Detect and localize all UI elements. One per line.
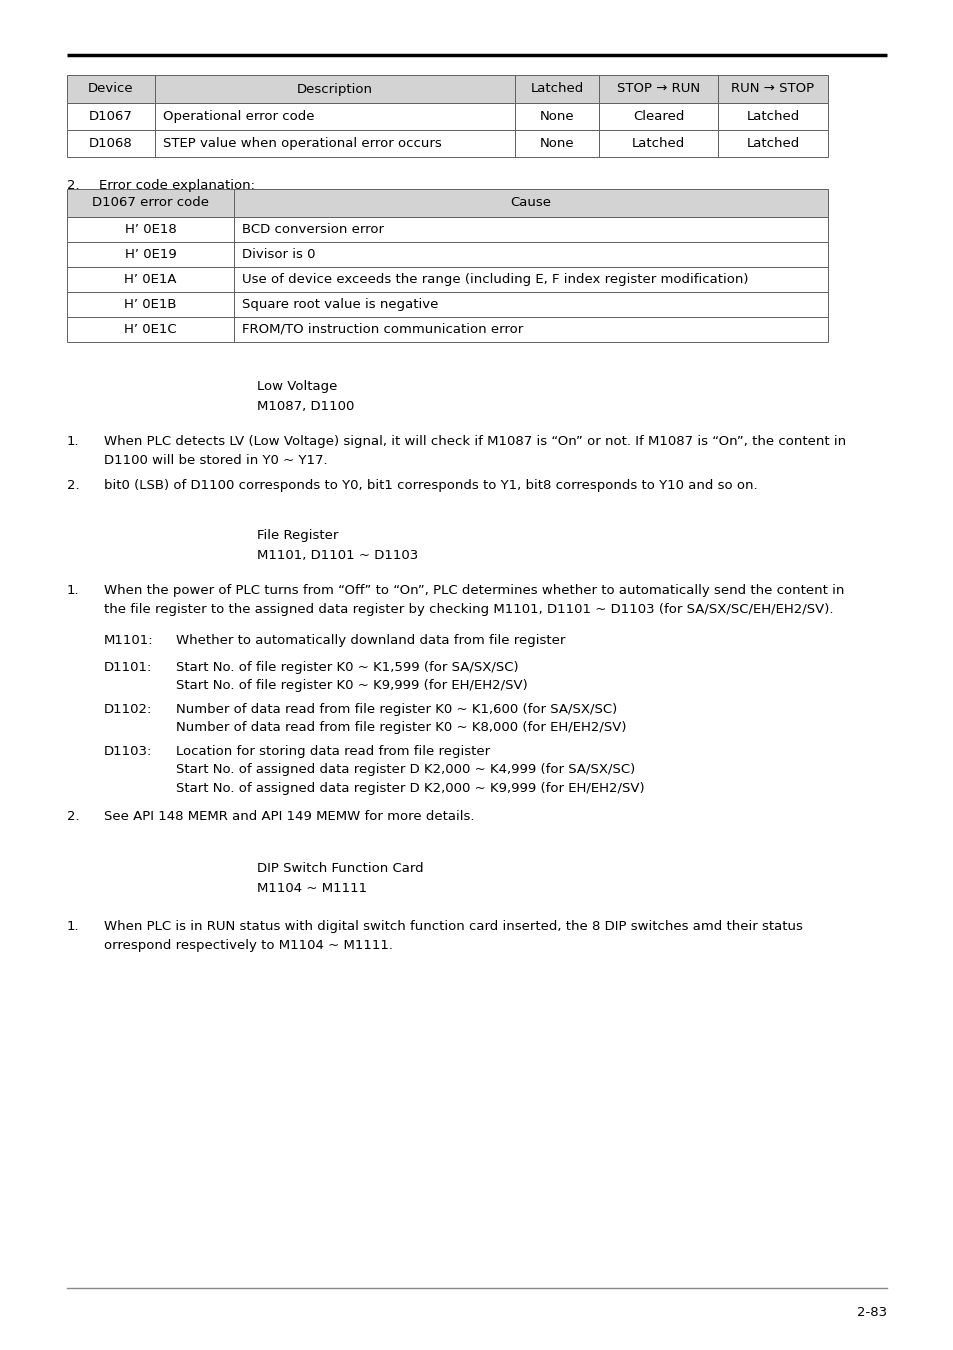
Text: D1100 will be stored in Y0 ~ Y17.: D1100 will be stored in Y0 ~ Y17. [104, 454, 327, 467]
Text: Cleared: Cleared [632, 109, 683, 123]
Text: Latched: Latched [745, 109, 799, 123]
Text: H’ 0E1A: H’ 0E1A [124, 273, 176, 286]
Text: 1.: 1. [67, 435, 79, 448]
Text: None: None [539, 136, 574, 150]
Text: Use of device exceeds the range (including E, F index register modification): Use of device exceeds the range (includi… [242, 273, 748, 286]
Bar [67, 292, 233, 317]
Text: 2.: 2. [67, 810, 79, 824]
Bar [598, 76, 718, 103]
Text: bit0 (LSB) of D1100 corresponds to Y0, bit1 corresponds to Y1, bit8 corresponds : bit0 (LSB) of D1100 corresponds to Y0, b… [104, 479, 757, 491]
Bar [233, 267, 827, 292]
Text: H’ 0E1C: H’ 0E1C [124, 323, 176, 336]
Text: Error code explanation:: Error code explanation: [99, 180, 254, 192]
Bar [515, 103, 598, 130]
Text: H’ 0E1B: H’ 0E1B [124, 298, 176, 311]
Text: Start No. of assigned data register D K2,000 ~ K4,999 (for SA/SX/SC): Start No. of assigned data register D K2… [175, 764, 635, 776]
Bar [718, 103, 827, 130]
Text: 2-83: 2-83 [856, 1305, 886, 1319]
Text: Whether to automatically downland data from file register: Whether to automatically downland data f… [175, 634, 565, 647]
Text: Cause: Cause [510, 197, 551, 209]
Bar [154, 76, 515, 103]
Text: Start No. of file register K0 ~ K1,599 (for SA/SX/SC): Start No. of file register K0 ~ K1,599 (… [175, 662, 518, 674]
Text: STEP value when operational error occurs: STEP value when operational error occurs [163, 136, 441, 150]
Bar [233, 189, 827, 217]
Text: M1087, D1100: M1087, D1100 [256, 400, 354, 413]
Text: None: None [539, 109, 574, 123]
Bar [515, 76, 598, 103]
Bar [67, 242, 233, 267]
Bar [154, 130, 515, 157]
Text: orrespond respectively to M1104 ~ M1111.: orrespond respectively to M1104 ~ M1111. [104, 940, 393, 952]
Text: See API 148 MEMR and API 149 MEMW for more details.: See API 148 MEMR and API 149 MEMW for mo… [104, 810, 474, 824]
Text: Latched: Latched [631, 136, 684, 150]
Bar [67, 189, 233, 217]
Text: FROM/TO instruction communication error: FROM/TO instruction communication error [242, 323, 522, 336]
Text: D1102:: D1102: [104, 703, 152, 716]
Text: DIP Switch Function Card: DIP Switch Function Card [256, 863, 423, 875]
Bar [598, 130, 718, 157]
Text: H’ 0E19: H’ 0E19 [125, 248, 176, 261]
Text: Operational error code: Operational error code [163, 109, 314, 123]
Text: Divisor is 0: Divisor is 0 [242, 248, 315, 261]
Bar [718, 76, 827, 103]
Text: When PLC is in RUN status with digital switch function card inserted, the 8 DIP : When PLC is in RUN status with digital s… [104, 919, 802, 933]
Text: Location for storing data read from file register: Location for storing data read from file… [175, 745, 490, 757]
Text: RUN → STOP: RUN → STOP [731, 82, 814, 96]
Text: Start No. of file register K0 ~ K9,999 (for EH/EH2/SV): Start No. of file register K0 ~ K9,999 (… [175, 679, 527, 693]
Text: Low Voltage: Low Voltage [256, 379, 337, 393]
Text: Square root value is negative: Square root value is negative [242, 298, 438, 311]
Bar [233, 317, 827, 342]
Text: D1103:: D1103: [104, 745, 152, 757]
Bar [67, 130, 154, 157]
Bar [515, 130, 598, 157]
Text: Latched: Latched [745, 136, 799, 150]
Text: Start No. of assigned data register D K2,000 ~ K9,999 (for EH/EH2/SV): Start No. of assigned data register D K2… [175, 782, 644, 795]
Bar [718, 130, 827, 157]
Bar [233, 217, 827, 242]
Bar [67, 317, 233, 342]
Text: 1.: 1. [67, 919, 79, 933]
Text: BCD conversion error: BCD conversion error [242, 223, 384, 236]
Text: Description: Description [296, 82, 373, 96]
Text: STOP → RUN: STOP → RUN [617, 82, 700, 96]
Text: Number of data read from file register K0 ~ K8,000 (for EH/EH2/SV): Number of data read from file register K… [175, 721, 626, 734]
Bar [154, 103, 515, 130]
Bar [233, 242, 827, 267]
Text: When PLC detects LV (Low Voltage) signal, it will check if M1087 is “On” or not.: When PLC detects LV (Low Voltage) signal… [104, 435, 845, 448]
Text: Number of data read from file register K0 ~ K1,600 (for SA/SX/SC): Number of data read from file register K… [175, 703, 617, 716]
Bar [233, 292, 827, 317]
Text: Latched: Latched [530, 82, 583, 96]
Text: D1068: D1068 [89, 136, 132, 150]
Text: 2.: 2. [67, 479, 79, 491]
Bar [67, 217, 233, 242]
Text: File Register: File Register [256, 529, 338, 541]
Text: When the power of PLC turns from “Off” to “On”, PLC determines whether to automa: When the power of PLC turns from “Off” t… [104, 585, 843, 597]
Bar [67, 103, 154, 130]
Text: M1101:: M1101: [104, 634, 153, 647]
Text: H’ 0E18: H’ 0E18 [125, 223, 176, 236]
Text: D1067: D1067 [89, 109, 132, 123]
Text: M1104 ~ M1111: M1104 ~ M1111 [256, 882, 367, 895]
Bar [598, 103, 718, 130]
Bar [67, 267, 233, 292]
Text: Device: Device [88, 82, 133, 96]
Text: D1101:: D1101: [104, 662, 152, 674]
Text: D1067 error code: D1067 error code [91, 197, 209, 209]
Text: M1101, D1101 ~ D1103: M1101, D1101 ~ D1103 [256, 549, 417, 562]
Text: 1.: 1. [67, 585, 79, 597]
Text: the file register to the assigned data register by checking M1101, D1101 ~ D1103: the file register to the assigned data r… [104, 603, 833, 616]
Bar [67, 76, 154, 103]
Text: 2.: 2. [67, 180, 79, 192]
